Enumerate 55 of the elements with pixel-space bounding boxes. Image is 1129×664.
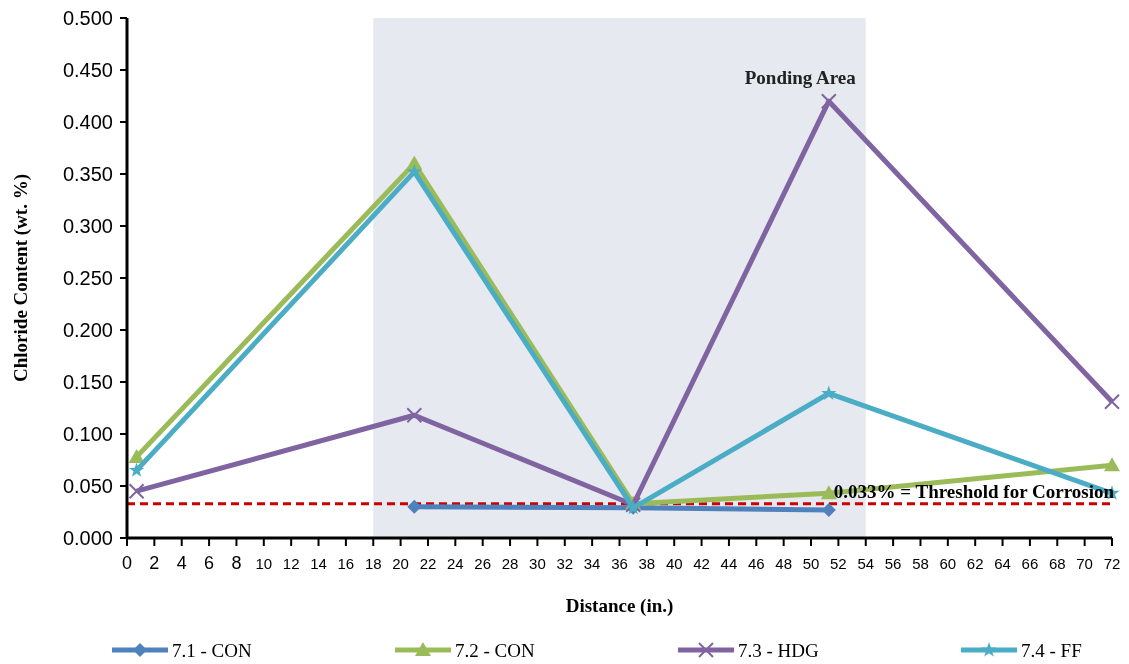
x-tick-label: 56 xyxy=(884,555,902,572)
x-tick-label: 10 xyxy=(255,555,273,572)
x-tick-label: 40 xyxy=(665,555,683,572)
x-tick-label: 24 xyxy=(446,555,464,572)
legend-label: 7.4 - FF xyxy=(1021,640,1082,661)
x-tick-label: 30 xyxy=(529,555,546,572)
x-tick-label: 38 xyxy=(638,555,656,572)
x-tick-label: 22 xyxy=(419,555,437,572)
x-tick-label: 66 xyxy=(1021,555,1039,572)
x-tick-label: 72 xyxy=(1103,555,1121,572)
x-tick-label: 8 xyxy=(231,553,242,573)
x-tick-label: 68 xyxy=(1048,555,1066,572)
legend-label: 7.1 - CON xyxy=(172,640,252,661)
x-tick-label: 6 xyxy=(204,553,215,573)
x-tick-label: 44 xyxy=(720,555,738,572)
x-tick-label: 36 xyxy=(611,555,628,572)
x-tick-label: 48 xyxy=(775,555,793,572)
x-tick-label: 42 xyxy=(693,555,710,572)
x-tick-label: 46 xyxy=(747,555,765,572)
x-tick-label: 70 xyxy=(1076,555,1093,572)
x-tick-label: 54 xyxy=(857,555,875,572)
x-tick-label: 20 xyxy=(392,555,409,572)
x-tick-label: 28 xyxy=(501,555,519,572)
x-tick-label: 62 xyxy=(966,555,984,572)
y-axis-title: Chloride Content (wt. %) xyxy=(10,174,32,382)
x-axis-title: Distance (in.) xyxy=(565,595,674,617)
y-tick-label: 0.100 xyxy=(62,423,113,445)
y-tick-label: 0.000 xyxy=(62,527,113,549)
band-label: Ponding Area xyxy=(744,67,857,88)
y-tick-label: 0.350 xyxy=(62,163,113,185)
x-tick-label: 26 xyxy=(474,555,492,572)
y-tick-label: 0.300 xyxy=(62,215,113,237)
x-tick-label: 4 xyxy=(176,553,187,573)
x-tick-label: 58 xyxy=(912,555,929,572)
y-tick-label: 0.500 xyxy=(62,7,113,29)
y-tick-label: 0.150 xyxy=(62,371,113,393)
x-tick-label: 64 xyxy=(994,555,1011,572)
x-tick-label: 32 xyxy=(556,555,574,572)
y-tick-label: 0.050 xyxy=(62,475,113,497)
legend-label: 7.2 - CON xyxy=(455,640,535,661)
x-tick-label: 60 xyxy=(939,555,957,572)
y-tick-label: 0.450 xyxy=(62,59,113,81)
x-tick-label: 14 xyxy=(310,555,327,572)
x-tick-label: 18 xyxy=(364,555,382,572)
y-tick-label: 0.200 xyxy=(62,319,113,341)
y-tick-label: 0.250 xyxy=(62,267,113,289)
x-tick-label: 0 xyxy=(121,553,133,573)
legend-label: 7.3 - HDG xyxy=(738,640,820,661)
x-tick-label: 50 xyxy=(802,555,820,572)
x-tick-label: 12 xyxy=(282,555,300,572)
x-tick-label: 16 xyxy=(337,555,355,572)
x-tick-label: 52 xyxy=(830,555,847,572)
x-tick-label: 2 xyxy=(149,553,160,573)
y-tick-label: 0.400 xyxy=(62,111,113,133)
x-tick-label: 34 xyxy=(583,555,601,572)
